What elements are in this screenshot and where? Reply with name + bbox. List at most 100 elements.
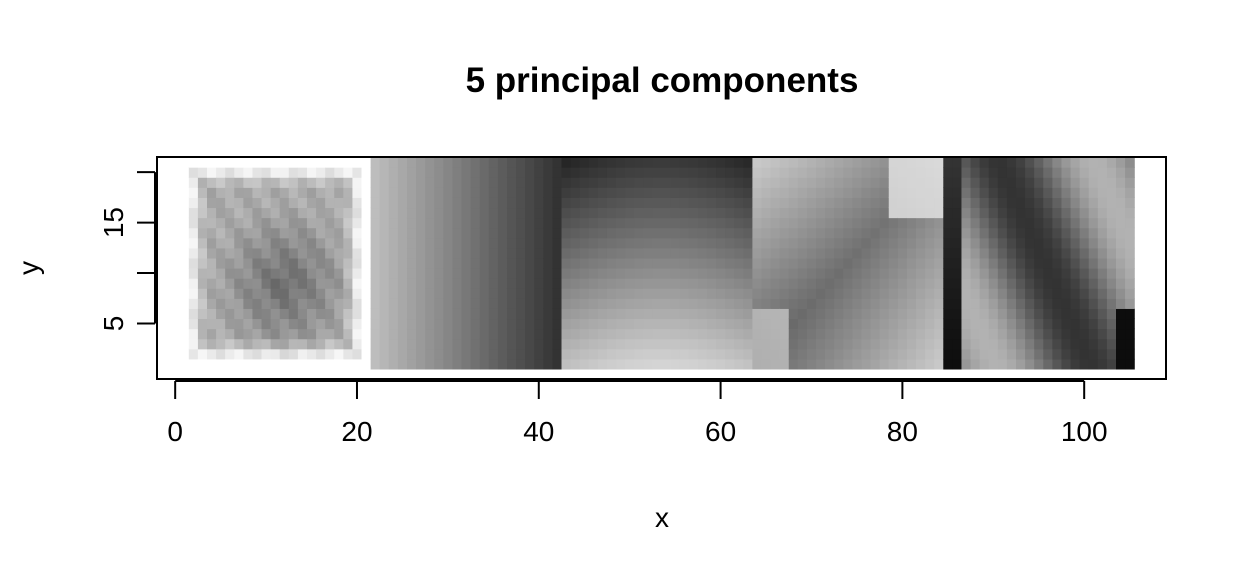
heatmap-cell (979, 167, 990, 178)
heatmap-cell (516, 247, 526, 259)
heatmap-cell (352, 237, 363, 249)
heatmap-cell (861, 288, 872, 299)
heatmap-cell (461, 348, 472, 360)
heatmap-cell (1006, 298, 1017, 309)
heatmap-cell (1070, 278, 1081, 289)
heatmap-cell (816, 318, 826, 330)
heatmap-cell (788, 177, 799, 188)
heatmap-cell (470, 318, 481, 330)
heatmap-cell (616, 237, 626, 249)
heatmap-cell (834, 177, 844, 188)
heatmap-cell (634, 197, 644, 209)
heatmap-cell (879, 338, 890, 350)
heatmap-cell (643, 348, 654, 360)
heatmap-cell (879, 358, 890, 370)
heatmap-cell (661, 247, 672, 259)
heatmap-cell (1006, 338, 1017, 350)
heatmap-cell (870, 358, 881, 370)
heatmap-cell (806, 268, 817, 279)
heatmap-cell (961, 177, 972, 188)
heatmap-cell (970, 298, 981, 309)
heatmap-cell (270, 268, 281, 279)
heatmap-cell (534, 358, 544, 370)
heatmap-cell (706, 247, 717, 259)
heatmap-cell (616, 157, 626, 168)
heatmap-cell (752, 167, 763, 178)
heatmap-cell (843, 298, 853, 309)
heatmap-cell (934, 217, 944, 229)
heatmap-cell (361, 177, 372, 188)
heatmap-cell (306, 237, 317, 249)
heatmap-cell (952, 288, 963, 299)
heatmap-cell (488, 318, 499, 330)
heatmap-cell (743, 338, 753, 350)
heatmap-cell (534, 268, 544, 279)
heatmap-cell (261, 278, 272, 289)
heatmap-cell (552, 247, 563, 259)
heatmap-cell (343, 318, 354, 330)
heatmap-cell (425, 207, 435, 219)
heatmap-cell (1079, 288, 1090, 299)
heatmap-cell (870, 177, 881, 188)
heatmap-cell (716, 207, 726, 219)
heatmap-cell (434, 217, 444, 229)
heatmap-cell (325, 167, 335, 178)
heatmap-cell (479, 328, 490, 340)
heatmap-cell (770, 358, 781, 370)
heatmap-cell (616, 268, 626, 279)
heatmap-cell (1125, 338, 1135, 350)
heatmap-cell (525, 207, 535, 219)
heatmap-cell (779, 288, 790, 299)
heatmap-cell (916, 207, 926, 219)
heatmap-cell (506, 358, 517, 370)
heatmap-cell (388, 358, 399, 370)
heatmap-cell (834, 247, 844, 259)
heatmap-cell (679, 167, 690, 178)
heatmap-cell (616, 318, 626, 330)
heatmap-cell (506, 278, 517, 289)
heatmap-cell (579, 278, 590, 289)
heatmap-cell (197, 358, 208, 370)
heatmap-cell (979, 207, 990, 219)
heatmap-cell (797, 237, 808, 249)
heatmap-cell (334, 278, 344, 289)
heatmap-cell (325, 157, 335, 168)
heatmap-cell (725, 348, 735, 360)
heatmap-cell (988, 288, 999, 299)
heatmap-cell (461, 268, 472, 279)
heatmap-cell (188, 257, 199, 269)
heatmap-cell (1016, 257, 1026, 269)
heatmap-cell (1106, 217, 1117, 229)
heatmap-cell (316, 348, 326, 360)
heatmap-cell (1016, 237, 1026, 249)
heatmap-cell (925, 197, 935, 209)
heatmap-cell (952, 358, 963, 370)
heatmap-cell (688, 308, 699, 320)
heatmap-cell (316, 247, 326, 259)
heatmap-cell (297, 227, 308, 239)
heatmap-cell (570, 328, 581, 340)
heatmap-cell (652, 157, 663, 168)
heatmap-cell (179, 278, 190, 289)
heatmap-cell (970, 308, 981, 320)
heatmap-cell (861, 318, 872, 330)
heatmap-cell (797, 358, 808, 370)
heatmap-cell (961, 278, 972, 289)
heatmap-cell (952, 177, 963, 188)
heatmap-cell (497, 247, 508, 259)
heatmap-cell (497, 338, 508, 350)
heatmap-cell (634, 298, 644, 309)
heatmap-cell (888, 157, 899, 168)
heatmap-cell (688, 157, 699, 168)
heatmap-cell (616, 348, 626, 360)
heatmap-cell (243, 247, 254, 259)
heatmap-cell (852, 207, 863, 219)
heatmap-cell (325, 207, 335, 219)
heatmap-cell (416, 358, 426, 370)
heatmap-cell (179, 338, 190, 350)
heatmap-cell (552, 227, 563, 239)
heatmap-cell (1070, 318, 1081, 330)
heatmap-cell (288, 157, 299, 168)
heatmap-cell (788, 278, 799, 289)
heatmap-cell (706, 177, 717, 188)
